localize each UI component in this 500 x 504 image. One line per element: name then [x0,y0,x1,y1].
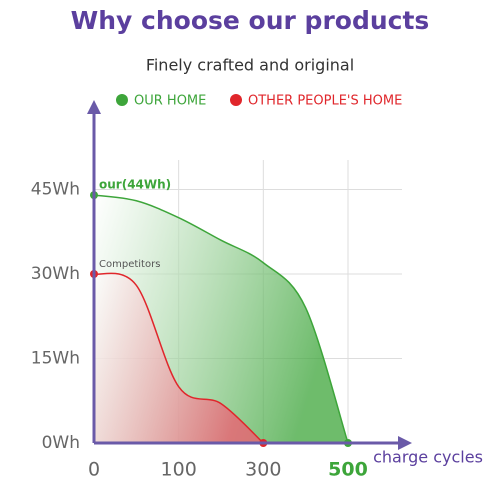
legend-marker [116,94,128,106]
x-tick-label: 300 [245,459,281,481]
chart-title: Why choose our products [71,6,430,35]
x-tick-label: 500 [328,459,368,481]
x-tick-label: 0 [88,459,100,481]
axes [87,100,412,450]
legend-label: OTHER PEOPLE'S HOME [248,94,402,109]
line [93,272,264,444]
x-tick-label: 100 [161,459,197,481]
annotation: our(44Wh) [99,178,171,192]
y-tick-label: 45Wh [31,180,80,200]
area [94,273,264,443]
chart-subtitle: Finely crafted and original [146,56,354,75]
x-arrow [398,436,412,450]
y-tick-label: 30Wh [31,264,80,284]
legend-label: OUR HOME [134,94,206,109]
annotation: Competitors [99,259,160,270]
line [93,194,349,444]
x-axis-label: charge cycles [373,448,483,467]
y-arrow [87,100,101,114]
y-tick-label: 15Wh [31,349,80,369]
legend-marker [230,94,242,106]
y-tick-label: 0Wh [42,433,80,453]
